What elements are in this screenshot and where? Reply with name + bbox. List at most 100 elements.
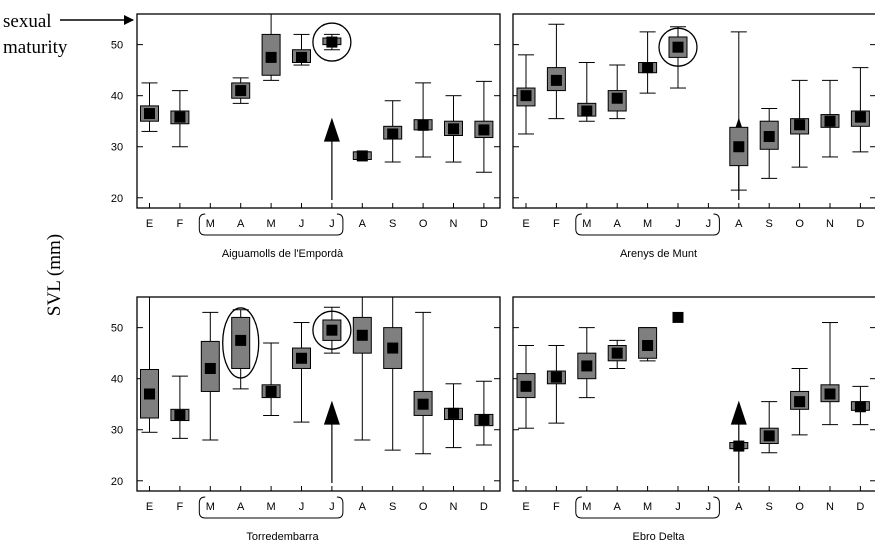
median-marker bbox=[854, 111, 866, 123]
median-marker bbox=[672, 311, 684, 323]
median-marker bbox=[326, 324, 338, 336]
median-marker bbox=[581, 360, 593, 372]
median-marker bbox=[448, 407, 459, 419]
median-marker bbox=[642, 62, 654, 74]
highlight-circle bbox=[222, 307, 260, 379]
median-marker bbox=[520, 90, 532, 102]
x-tick-label: F bbox=[177, 501, 184, 513]
median-marker bbox=[356, 329, 368, 341]
panel-aiguamolls: 20 30 40 50 E F M A M J J A S O N D Aiguamolls de l'Empo… bbox=[111, 13, 501, 260]
x-tick-label: J bbox=[675, 218, 681, 230]
median-marker bbox=[174, 111, 186, 123]
median-marker bbox=[326, 36, 338, 48]
median-marker bbox=[733, 440, 745, 452]
median-marker bbox=[824, 115, 836, 127]
median-marker bbox=[235, 334, 247, 346]
x-tick-label: M bbox=[206, 218, 215, 230]
annotation-line1: sexual bbox=[3, 11, 52, 32]
median-marker bbox=[642, 340, 654, 351]
x-tick-label: O bbox=[419, 218, 428, 230]
x-tick-label: J bbox=[299, 218, 305, 230]
y-tick-label: 40 bbox=[111, 91, 123, 103]
plot-frame bbox=[512, 13, 875, 209]
median-marker bbox=[854, 401, 866, 413]
median-marker bbox=[520, 380, 532, 392]
panel-ebro-delta: E F M A M J J A S O N D Ebro Delta bbox=[512, 296, 875, 543]
y-tick-label: 50 bbox=[111, 323, 123, 335]
median-marker bbox=[478, 414, 490, 426]
y-tick-label: 40 bbox=[111, 374, 123, 386]
x-tick-label: S bbox=[766, 501, 773, 513]
median-marker bbox=[235, 85, 247, 97]
median-marker bbox=[478, 124, 490, 136]
y-tick-label: 30 bbox=[111, 425, 123, 437]
x-tick-label: A bbox=[237, 501, 245, 513]
x-tick-label: S bbox=[766, 218, 773, 230]
panel-title: Torredembarra bbox=[246, 531, 319, 543]
median-marker bbox=[296, 51, 307, 63]
x-tick-label: O bbox=[795, 218, 804, 230]
median-marker bbox=[733, 141, 745, 153]
x-tick-label: E bbox=[146, 218, 153, 230]
panel-title: Arenys de Munt bbox=[620, 248, 697, 260]
arrow-head bbox=[730, 400, 747, 425]
median-marker bbox=[387, 128, 399, 140]
x-tick-label: O bbox=[419, 501, 428, 513]
x-tick-label: O bbox=[795, 501, 804, 513]
y-tick-label: 30 bbox=[111, 142, 123, 154]
x-tick-label: A bbox=[735, 501, 743, 513]
breeding-bracket bbox=[198, 496, 344, 519]
highlight-circle bbox=[658, 27, 698, 67]
median-marker bbox=[144, 108, 155, 120]
median-marker bbox=[387, 342, 399, 354]
panel-torredembarra: 20 30 40 50 E F M A M J J A S O N D Torredembarra bbox=[111, 296, 501, 543]
x-tick-label: A bbox=[614, 218, 622, 230]
x-tick-label: S bbox=[389, 218, 396, 230]
x-tick-label: J bbox=[706, 218, 712, 230]
x-tick-label: M bbox=[582, 501, 591, 513]
x-tick-label: J bbox=[706, 501, 712, 513]
panel-title: Ebro Delta bbox=[633, 531, 686, 543]
x-tick-label: N bbox=[450, 501, 458, 513]
x-tick-label: J bbox=[299, 501, 305, 513]
median-marker bbox=[550, 74, 562, 86]
arrow-head bbox=[323, 400, 340, 425]
x-tick-label: M bbox=[267, 218, 276, 230]
median-marker bbox=[611, 347, 623, 359]
annotation-line2: maturity bbox=[3, 37, 68, 58]
x-tick-label: D bbox=[480, 501, 488, 513]
median-marker bbox=[581, 105, 593, 117]
plot-frame bbox=[512, 296, 875, 492]
x-tick-label: J bbox=[329, 218, 335, 230]
panel-title: Aiguamolls de l'Empordà bbox=[222, 248, 344, 260]
x-tick-label: N bbox=[826, 218, 834, 230]
x-tick-label: A bbox=[359, 501, 367, 513]
breeding-bracket bbox=[575, 496, 720, 519]
x-tick-label: N bbox=[450, 218, 458, 230]
y-tick-label: 20 bbox=[111, 476, 123, 488]
x-tick-label: E bbox=[146, 501, 153, 513]
median-marker bbox=[794, 119, 806, 131]
median-marker bbox=[763, 430, 775, 442]
median-marker bbox=[356, 150, 368, 162]
median-marker bbox=[174, 409, 186, 421]
x-tick-label: M bbox=[643, 218, 652, 230]
x-tick-label: D bbox=[856, 218, 864, 230]
x-tick-label: F bbox=[553, 501, 560, 513]
x-tick-label: N bbox=[826, 501, 834, 513]
x-tick-label: E bbox=[522, 501, 529, 513]
median-marker bbox=[824, 388, 836, 400]
highlight-circle bbox=[312, 310, 352, 350]
x-tick-label: M bbox=[643, 501, 652, 513]
median-marker bbox=[611, 92, 623, 104]
plot-frame bbox=[136, 296, 501, 492]
y-tick-label: 20 bbox=[111, 193, 123, 205]
x-tick-label: J bbox=[675, 501, 681, 513]
arrow-head bbox=[323, 117, 340, 142]
x-tick-label: A bbox=[237, 218, 245, 230]
plot-frame bbox=[136, 13, 501, 209]
median-marker bbox=[265, 51, 277, 63]
x-tick-label: F bbox=[177, 218, 184, 230]
median-marker bbox=[296, 352, 307, 364]
